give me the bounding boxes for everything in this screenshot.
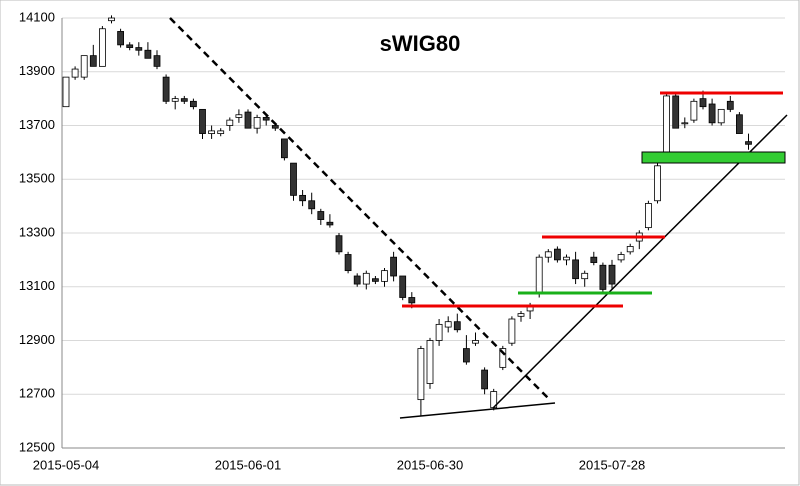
candle-body	[417, 348, 425, 401]
candle-body	[135, 47, 143, 51]
candle-body	[535, 256, 543, 293]
candle-body	[444, 321, 452, 328]
candle-body	[335, 235, 343, 253]
candle-body	[599, 264, 607, 290]
y-tick-label: 12500	[19, 439, 55, 454]
candle-body	[726, 100, 734, 110]
candle-body	[399, 275, 407, 298]
candle-body	[153, 55, 161, 67]
candle-body	[717, 108, 725, 124]
candle-body	[499, 348, 507, 368]
support-line	[399, 402, 556, 419]
candle-body	[226, 119, 234, 126]
candle-body	[544, 251, 552, 258]
candle-body	[572, 259, 579, 280]
candle-body	[517, 313, 525, 317]
candle-body	[663, 95, 670, 153]
candle-body	[390, 256, 398, 277]
candle-body	[308, 200, 316, 210]
candle-body	[408, 297, 416, 304]
candle-body	[508, 318, 516, 344]
candles	[62, 15, 752, 416]
uptrend-line	[492, 114, 788, 409]
candle-body	[317, 211, 325, 220]
candle-body	[144, 49, 152, 59]
candle-body	[189, 100, 197, 108]
candle-body	[362, 272, 370, 285]
y-tick-label: 13100	[19, 278, 55, 293]
candle-body	[435, 323, 443, 341]
candle-body	[381, 270, 388, 282]
y-tick-label: 13300	[19, 224, 55, 239]
candle-body	[472, 340, 479, 344]
y-tick-label: 12700	[19, 386, 55, 401]
candle-body	[271, 125, 279, 129]
candle-body	[654, 165, 661, 202]
support-zone	[641, 151, 786, 164]
y-tick-label: 14100	[19, 9, 55, 24]
y-tick-label: 13900	[19, 63, 55, 78]
candle-body	[162, 76, 170, 102]
candle-body	[89, 55, 97, 67]
candle-body	[581, 272, 589, 280]
candle-body	[244, 111, 252, 129]
candle-body	[353, 275, 361, 285]
candle-body	[453, 321, 461, 331]
candle-body	[426, 340, 434, 384]
candle-body	[672, 95, 680, 129]
candle-body	[326, 221, 334, 226]
candle-body	[344, 254, 352, 272]
grid	[62, 17, 785, 449]
candle-body	[608, 264, 616, 285]
chart-title: sWIG80	[380, 31, 461, 56]
candle-body	[371, 278, 379, 282]
candle-body	[617, 254, 625, 261]
candle-body	[699, 98, 707, 108]
y-tick-label: 12900	[19, 332, 55, 347]
candle-body	[681, 122, 689, 125]
candle-body	[563, 256, 570, 261]
candle-body	[199, 108, 206, 134]
candle-body	[208, 130, 216, 134]
candle-body	[280, 138, 288, 159]
candle-body	[290, 162, 297, 196]
candle-body	[590, 256, 598, 263]
candle-body	[481, 369, 489, 390]
candle-body	[745, 141, 752, 145]
candle-body	[62, 76, 70, 108]
candle-body	[462, 348, 470, 363]
downtrend-line	[169, 17, 551, 401]
candle-body	[71, 68, 79, 78]
candle-body	[117, 31, 124, 46]
candle-body	[253, 117, 261, 129]
x-tick-label: 2015-06-01	[215, 457, 282, 472]
candle-body	[126, 44, 134, 48]
candle-body	[99, 28, 106, 67]
candle-body	[217, 130, 225, 134]
x-tick-label: 2015-06-30	[397, 457, 464, 472]
candle-body	[626, 246, 634, 253]
y-tick-label: 13500	[19, 171, 55, 186]
candle-body	[299, 194, 307, 202]
candle-body	[171, 98, 179, 102]
candle-body	[708, 103, 716, 124]
candle-body	[736, 114, 743, 134]
candle-body	[235, 114, 243, 118]
y-tick-label: 13700	[19, 117, 55, 132]
candle-body	[262, 117, 270, 121]
candle-body	[108, 17, 115, 22]
candle-body	[690, 100, 698, 121]
x-tick-label: 2015-07-28	[579, 457, 646, 472]
candle-body	[645, 203, 652, 229]
candle-body	[180, 98, 188, 102]
x-tick-label: 2015-05-04	[33, 457, 100, 472]
candle-body	[554, 248, 561, 261]
candle-body	[80, 55, 88, 78]
